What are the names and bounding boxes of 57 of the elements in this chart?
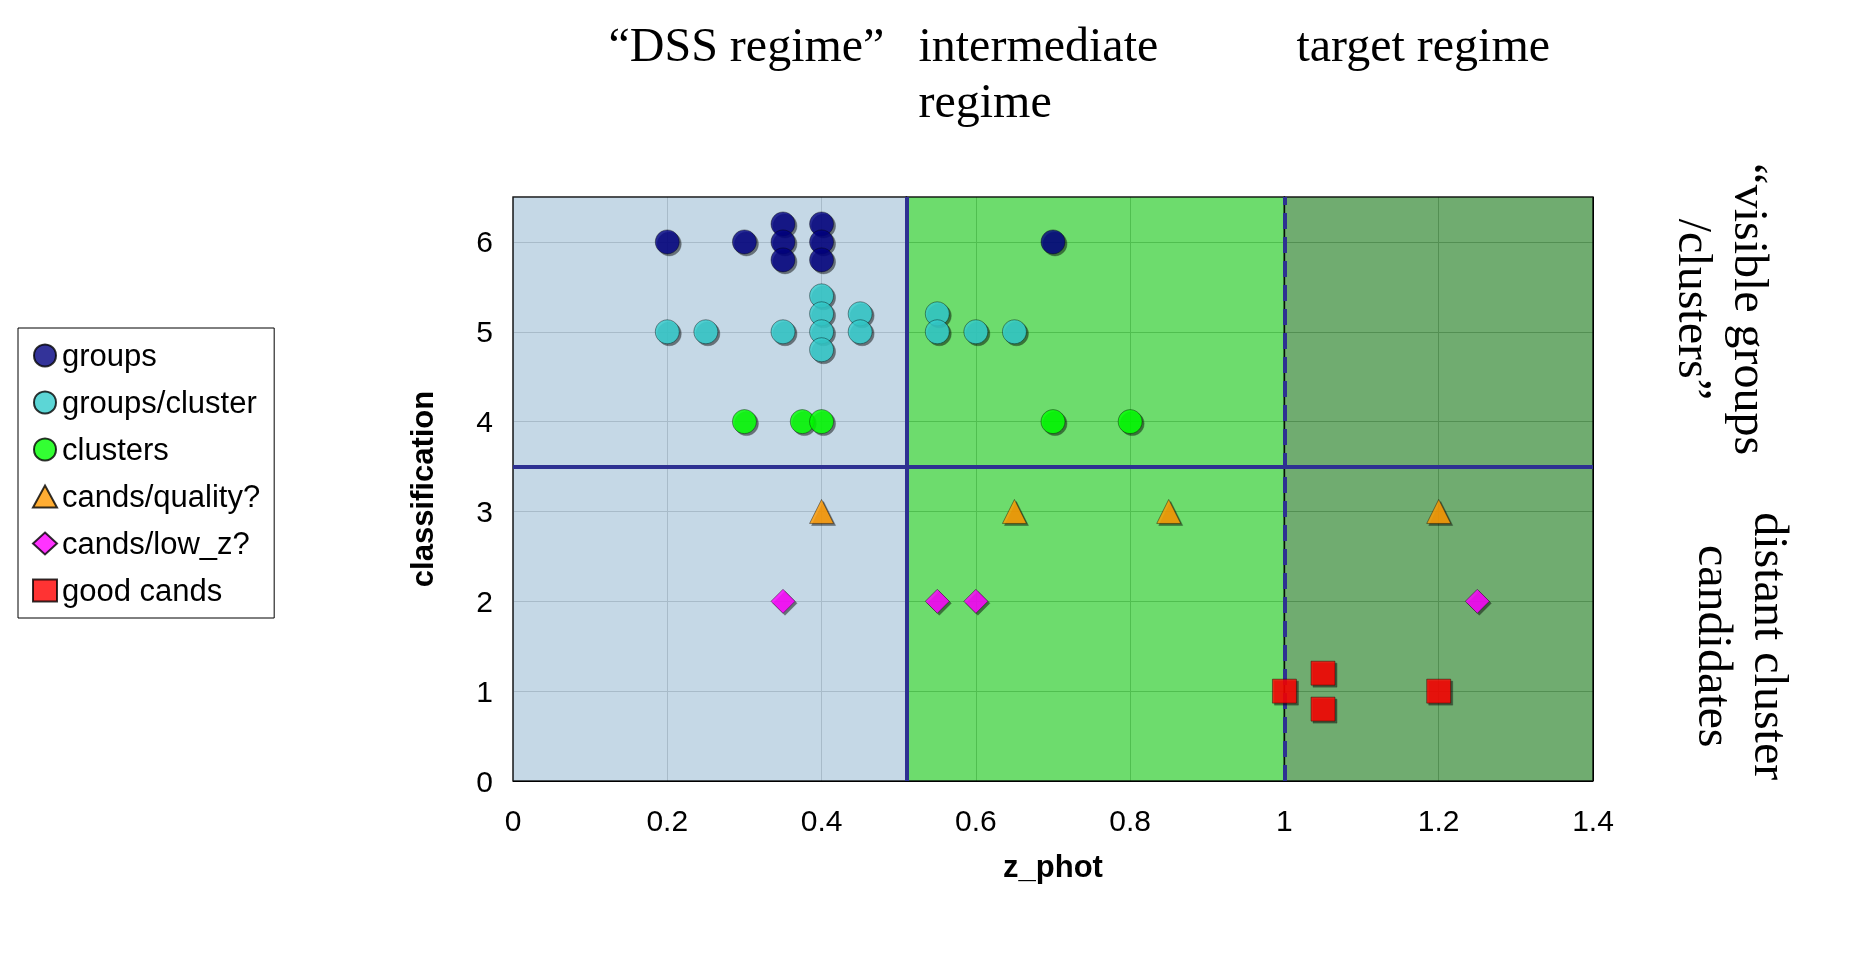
point — [1426, 499, 1451, 524]
text: intermediate regime — [918, 17, 1159, 127]
point — [1310, 660, 1336, 686]
point — [770, 247, 796, 273]
y-axis-title: classification — [405, 390, 440, 588]
point — [1040, 409, 1066, 434]
y-tick-label: 0 — [476, 764, 493, 798]
point — [809, 499, 834, 524]
point — [655, 229, 680, 255]
point — [809, 247, 834, 273]
point — [1465, 589, 1490, 614]
text: “visible groups /clusters” — [1668, 163, 1778, 456]
point — [963, 589, 989, 614]
x-tick-label: 0 — [504, 803, 522, 837]
x-tick-label: 1.2 — [1417, 803, 1460, 837]
point — [925, 589, 950, 614]
point — [770, 319, 796, 345]
y-tick-label: 1 — [476, 674, 493, 708]
point — [655, 319, 680, 345]
point — [963, 319, 989, 345]
point — [1040, 229, 1066, 255]
point — [925, 319, 950, 345]
legend-label: cands/quality? — [62, 479, 261, 514]
legend-label: clusters — [62, 432, 169, 467]
legend-label: groups — [62, 338, 157, 373]
point — [693, 319, 719, 345]
y-tick-label: 4 — [476, 405, 493, 439]
text: “DSS regime” — [608, 17, 885, 71]
point — [1002, 319, 1027, 345]
point — [809, 409, 834, 434]
x-tick-label: 0.2 — [646, 803, 689, 837]
text: target regime — [1296, 17, 1551, 71]
point — [1156, 499, 1181, 524]
point — [732, 229, 757, 255]
y-tick-label: 6 — [476, 225, 493, 259]
x-tick-label: 1 — [1276, 803, 1293, 837]
x-tick-label: 0.8 — [1109, 803, 1151, 837]
y-tick-label: 2 — [476, 584, 493, 618]
point — [1272, 678, 1297, 704]
x-tick-label: 0.4 — [800, 803, 843, 837]
point — [1002, 499, 1027, 524]
x-tick-label: 0.6 — [955, 803, 997, 837]
point — [732, 409, 757, 434]
y-tick-label: 5 — [476, 315, 493, 349]
point — [1426, 678, 1451, 704]
point — [809, 337, 834, 362]
x-tick-label: 1.4 — [1572, 803, 1614, 837]
text: distant cluster candidates — [1688, 512, 1798, 781]
legend-label: cands/low_z? — [62, 526, 250, 561]
y-tick-label: 3 — [476, 494, 493, 528]
legend-label: groups/cluster — [62, 385, 257, 420]
legend-label: good cands — [62, 573, 223, 608]
point — [847, 319, 873, 345]
point — [1117, 409, 1143, 434]
x-axis-title: z_phot — [1003, 849, 1103, 884]
point — [1310, 696, 1336, 722]
point — [770, 589, 796, 614]
